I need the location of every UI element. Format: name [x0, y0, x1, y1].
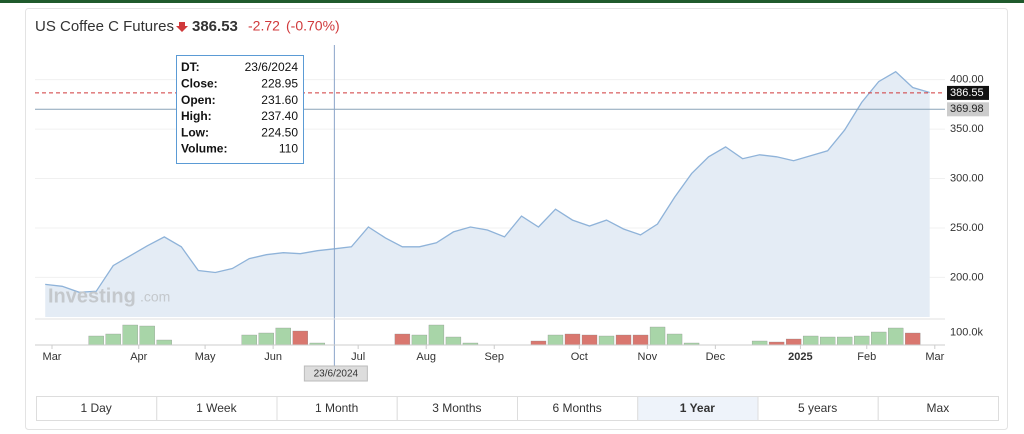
price-level-label: 369.98	[950, 103, 984, 115]
volume-bar	[888, 327, 904, 346]
volume-bar	[649, 326, 666, 346]
instrument-name: US Coffee C Futures	[35, 18, 174, 35]
range-button-label[interactable]: 1 Month	[315, 401, 358, 415]
range-button[interactable]	[156, 396, 278, 421]
tooltip-key: High:	[181, 109, 212, 123]
tooltip: DT: 23/6/2024 Close: 228.95 Open: 231.60 High:…	[176, 55, 304, 164]
y-tick-label: 350.00	[950, 123, 984, 135]
price-level-box	[947, 85, 989, 100]
tooltip-value: 110	[279, 142, 298, 156]
volume-bar	[547, 334, 564, 346]
volume-bar	[564, 333, 581, 346]
tooltip-key: Low:	[181, 125, 209, 139]
volume-bar	[530, 340, 547, 346]
volume-bar	[241, 334, 257, 346]
y-tick-label: 200.00	[950, 271, 984, 283]
x-tick-label: Oct	[571, 351, 588, 363]
volume-bar	[854, 335, 870, 346]
volume-bar	[428, 324, 445, 346]
volume-bar	[819, 336, 836, 346]
x-tick-label: Jul	[351, 351, 365, 363]
volume-bar	[394, 333, 411, 346]
volume-bar	[275, 327, 291, 346]
volume-bar	[258, 332, 274, 346]
x-tick-label: Nov	[638, 351, 658, 363]
range-button[interactable]	[396, 396, 518, 421]
tooltip-value: 224.50	[261, 125, 298, 139]
tooltip-value: 23/6/2024	[245, 60, 299, 74]
price: 386.53	[192, 18, 238, 35]
range-button-label[interactable]: 1 Week	[196, 401, 237, 415]
volume-bar	[751, 340, 768, 346]
price-line	[45, 70, 930, 293]
y-tick-label: 250.00	[950, 222, 984, 234]
volume-bar	[785, 338, 802, 346]
volume-bar	[139, 325, 155, 346]
volume-bar	[632, 334, 649, 346]
x-tick-label: Feb	[857, 351, 876, 363]
volume-bar	[836, 336, 853, 346]
tooltip-box	[176, 55, 304, 164]
tooltip-key: DT:	[181, 60, 200, 74]
tooltip-value: 237.40	[261, 109, 298, 123]
tooltip-value: 231.60	[261, 93, 298, 107]
range-button-label[interactable]: 6 Months	[552, 401, 601, 415]
x-tick-label: Dec	[706, 351, 726, 363]
area-fill	[45, 71, 930, 317]
price-level-box	[947, 102, 989, 117]
y-tick-label: 400.00	[950, 74, 984, 86]
volume-bar	[445, 336, 462, 346]
x-tick-label: 2025	[788, 351, 812, 363]
tooltip-key: Close:	[181, 76, 218, 90]
x-tick-label: Jun	[264, 351, 282, 363]
volume-bar	[666, 333, 683, 346]
tooltip-key: Volume:	[181, 142, 227, 156]
volume-bar	[905, 332, 921, 346]
x-tick-label: Mar	[43, 351, 62, 363]
crosshair-label-box	[303, 365, 368, 382]
volume-bar	[411, 334, 428, 346]
y-tick-label: 300.00	[950, 172, 984, 184]
range-button[interactable]	[637, 396, 759, 421]
range-buttons: 1 Day 1 Week 1 Month 3 Months 6 Months 1 Year…	[36, 396, 999, 421]
watermark-suffix: .com	[140, 289, 170, 305]
price-level-label: 386.55	[950, 87, 984, 99]
volume-bar	[598, 335, 615, 346]
tooltip-key: Open:	[181, 93, 216, 107]
volume-bar	[156, 339, 172, 346]
range-button[interactable]	[877, 396, 999, 421]
volume-bar	[871, 331, 887, 346]
x-tick-label: Mar	[925, 351, 944, 363]
down-arrow	[176, 22, 188, 32]
volume-bar	[581, 334, 598, 346]
x-tick-label: Aug	[416, 351, 436, 363]
range-button-label[interactable]: Max	[927, 401, 950, 415]
volume-bar	[615, 334, 632, 346]
volume-bar	[292, 330, 308, 346]
plot: 200.00 250.00 300.00 350.00 400.00 Mar Apr May J…	[35, 45, 989, 382]
change: -2.72	[248, 18, 280, 34]
x-tick-label: May	[195, 351, 216, 363]
volume-bar	[802, 335, 819, 346]
change-pct: (-0.70%)	[286, 18, 340, 34]
range-button-label[interactable]: 1 Day	[80, 401, 111, 415]
volume-bar	[122, 324, 138, 346]
x-tick-label: Apr	[130, 351, 147, 363]
volume-bar	[105, 333, 121, 346]
range-button[interactable]	[517, 396, 639, 421]
crosshair-label: 23/6/2024	[314, 369, 359, 380]
volume-bar	[88, 335, 104, 346]
x-tick-label: Sep	[484, 351, 504, 363]
range-button-label[interactable]: 3 Months	[432, 401, 481, 415]
watermark: Investing	[48, 285, 136, 307]
top-bar	[0, 0, 1024, 3]
tooltip-value: 228.95	[261, 76, 298, 90]
y-tick-label: 100.0k	[950, 326, 984, 338]
range-button-label[interactable]: 5 years	[798, 401, 837, 415]
range-button-label[interactable]: 1 Year	[680, 401, 715, 415]
